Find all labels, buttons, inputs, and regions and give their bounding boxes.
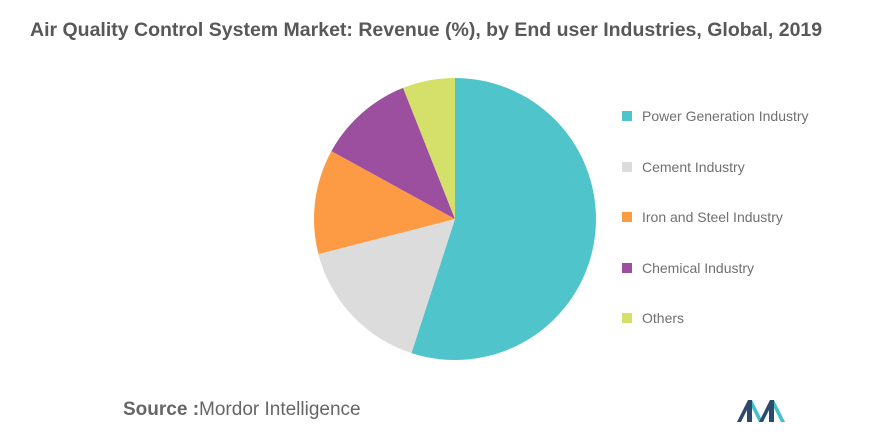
legend-swatch bbox=[622, 262, 632, 273]
legend-label: Cement Industry bbox=[642, 158, 745, 175]
legend-item-power-generation-industry: Power Generation Industry bbox=[622, 106, 809, 126]
mordor-intelligence-logo-icon bbox=[737, 400, 785, 422]
pie-slice-chemical-industry bbox=[331, 87, 455, 220]
legend-swatch bbox=[622, 111, 632, 121]
legend-swatch bbox=[622, 313, 632, 323]
pie-slice-cement-industry bbox=[318, 219, 455, 354]
source-value: Mordor Intelligence bbox=[199, 399, 361, 420]
source-label: Source : bbox=[123, 399, 200, 420]
legend-item-cement-industry: Cement Industry bbox=[622, 157, 745, 177]
legend-swatch bbox=[622, 212, 632, 222]
legend-item-chemical-industry: Chemical Industry bbox=[622, 258, 754, 278]
legend-label: Chemical Industry bbox=[642, 259, 755, 276]
legend-item-iron-and-steel-industry: Iron and Steel Industry bbox=[622, 207, 783, 227]
pie-slice-others bbox=[403, 78, 455, 219]
source-note: Source :Mordor Intelligence bbox=[123, 399, 361, 421]
legend-label: Power Generation Industry bbox=[642, 108, 809, 124]
legend-item-others: Others bbox=[622, 308, 684, 328]
legend-label: Iron and Steel Industry bbox=[642, 209, 783, 225]
legend-swatch bbox=[622, 161, 632, 172]
pie-slice-iron-and-steel-industry bbox=[313, 151, 455, 255]
pie-slice-power-generation-industry bbox=[411, 78, 596, 360]
legend-label: Others bbox=[642, 310, 685, 326]
chart-title: Air Quality Control System Market: Reven… bbox=[30, 19, 823, 41]
